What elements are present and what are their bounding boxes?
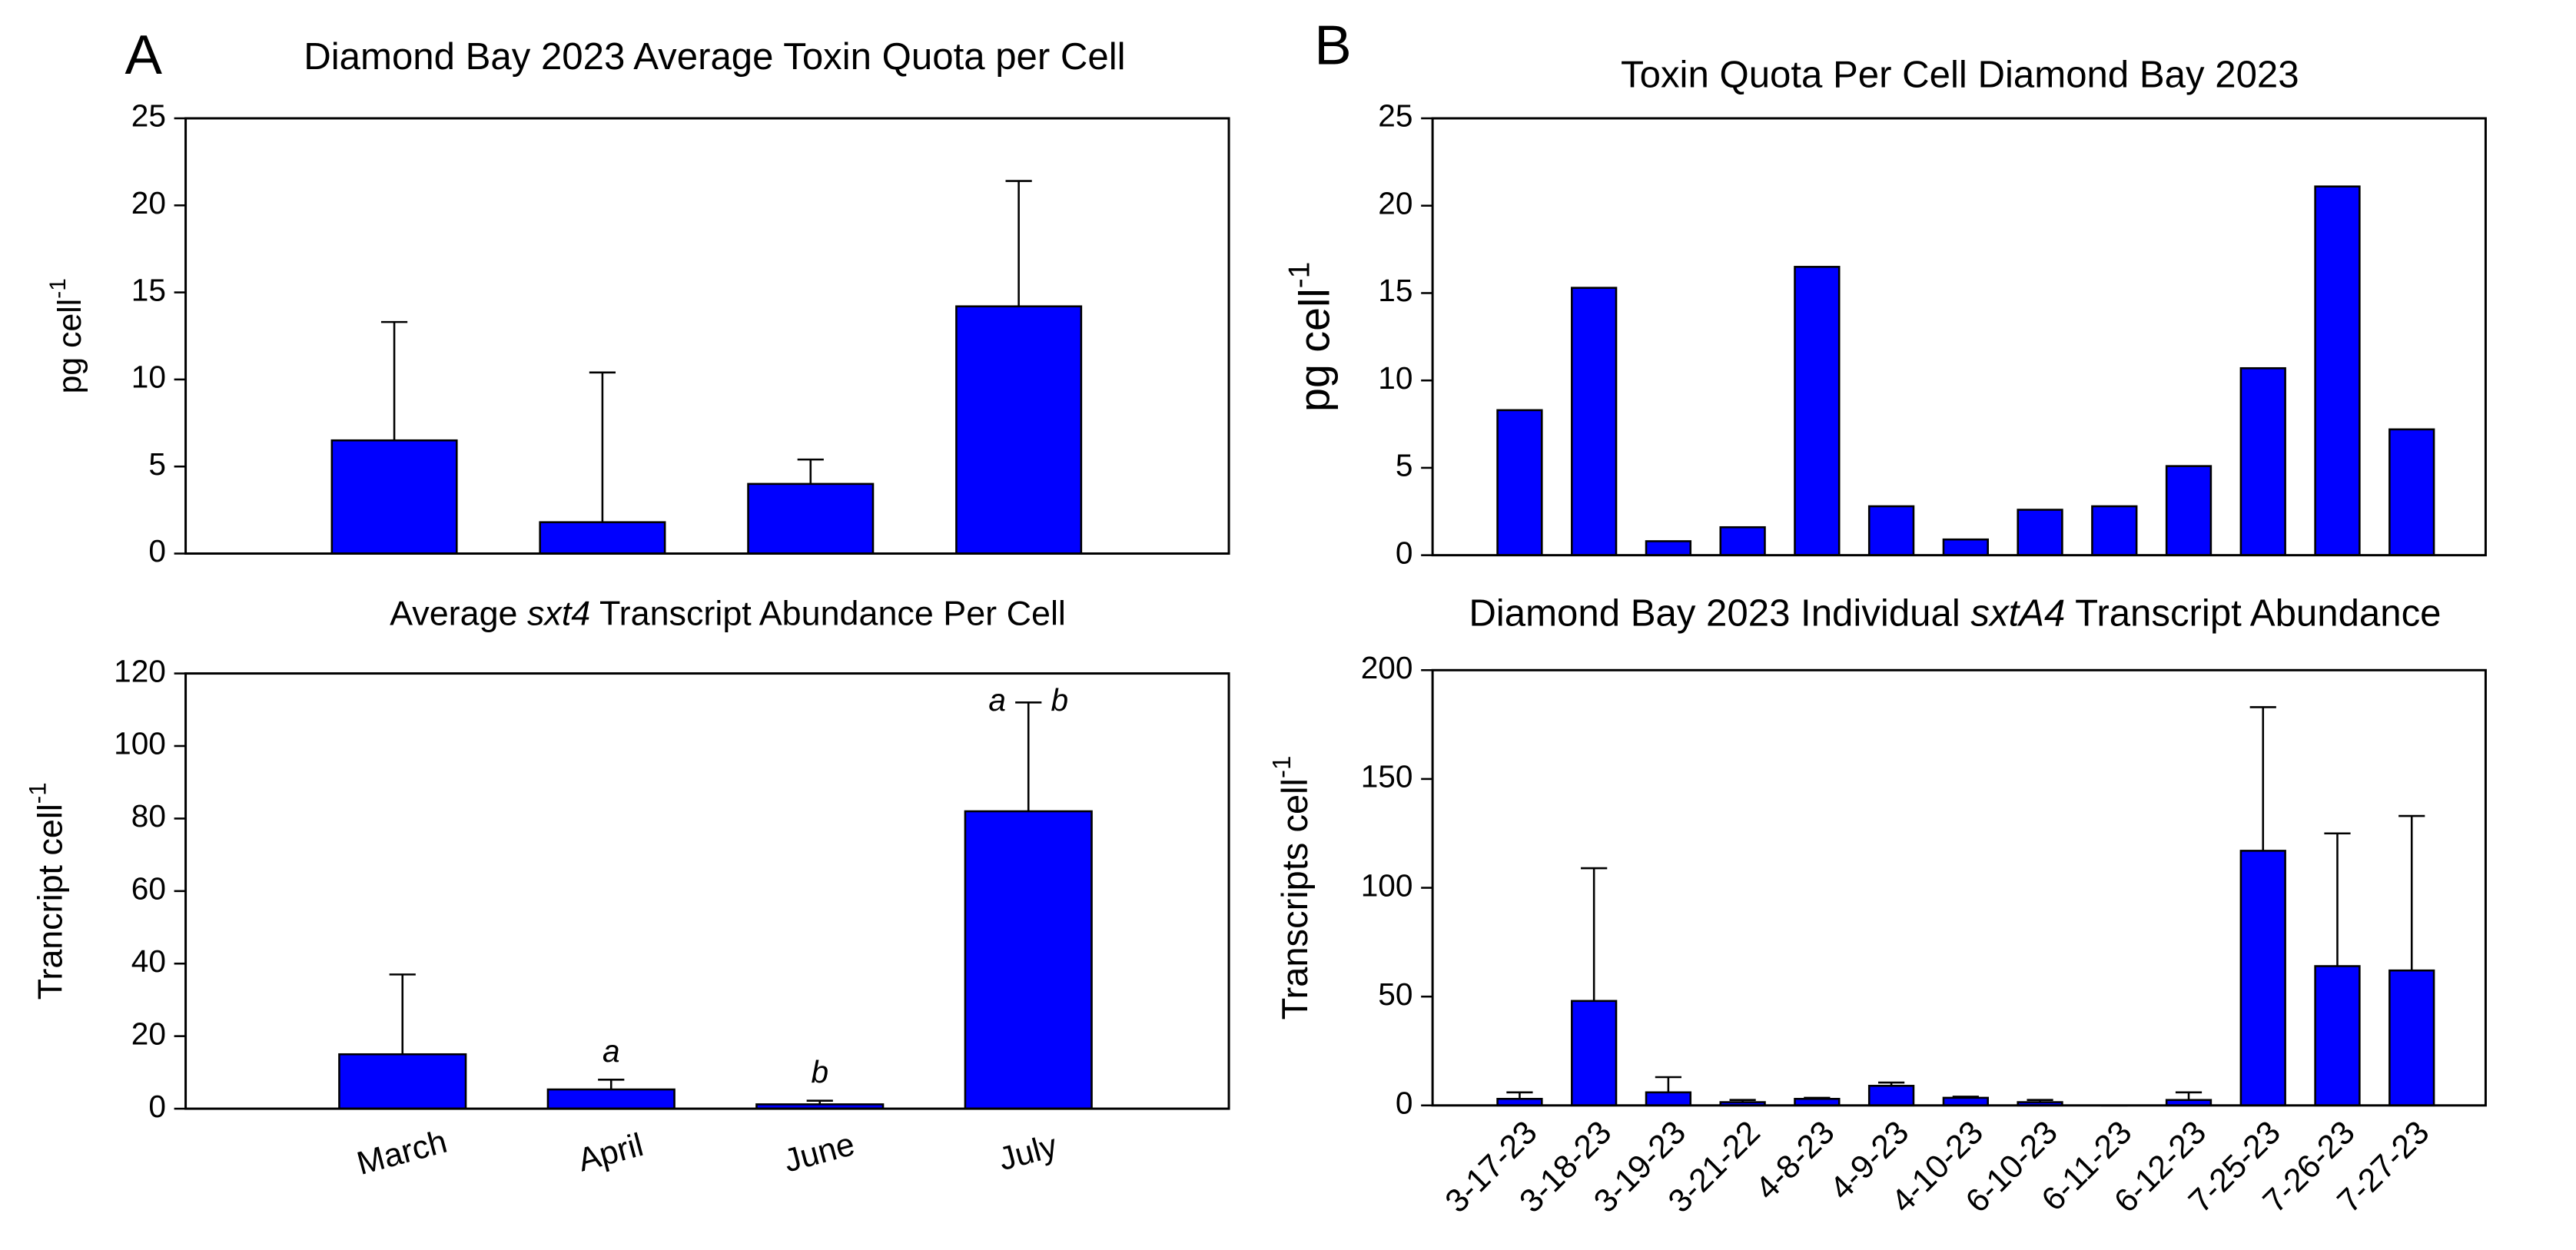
y-axis-label: pg cell-1 (45, 278, 88, 393)
bar (2314, 965, 2361, 1107)
annotation: a (603, 1033, 620, 1069)
text-part: Average (390, 594, 527, 633)
text-part: -1 (1267, 756, 1296, 778)
text-part: Transcript Abundance Per Cell (590, 594, 1066, 633)
text-part: pg cell (51, 299, 88, 394)
plot-frame (184, 117, 1230, 555)
y-tick-label: 0 (1396, 1086, 1413, 1121)
bar (1867, 505, 1915, 556)
y-tick-label: 20 (1378, 185, 1412, 220)
bar (1645, 1091, 1692, 1107)
y-axis-label: Transcripts cell-1 (1267, 756, 1315, 1020)
y-tick-label: 20 (131, 185, 166, 220)
bar (1645, 540, 1692, 556)
panel-letter: A (124, 24, 162, 86)
text-part: -1 (45, 278, 71, 299)
plot-frame (1431, 668, 2487, 1107)
text-part: Diamond Bay 2023 Individual (1469, 592, 1970, 635)
bar (546, 1088, 676, 1110)
bar (539, 521, 666, 555)
x-tick-label: 4-8-23 (1748, 1114, 1841, 1207)
bar (1794, 266, 1841, 556)
x-tick-label: March (353, 1123, 450, 1182)
bar (330, 439, 458, 555)
panel-letter: B (1314, 14, 1351, 76)
text-part: Diamond Bay 2023 Average Toxin Quota per… (304, 35, 1125, 78)
y-axis-label: pg cell-1 (1283, 262, 1338, 412)
y-tick-label: 0 (1396, 535, 1413, 570)
bar (2388, 428, 2435, 556)
bar (1867, 1085, 1915, 1107)
bar (964, 810, 1093, 1110)
y-tick-label: 10 (131, 360, 166, 395)
y-tick-label: 10 (1378, 360, 1412, 396)
y-tick-label: 200 (1361, 650, 1413, 685)
y-tick-label: 15 (131, 272, 166, 307)
text-part: sxt4 (527, 594, 590, 633)
bar (2017, 509, 2063, 556)
plot-frame (1431, 117, 2487, 557)
text-part: -1 (24, 782, 51, 804)
y-tick-label: 120 (114, 653, 166, 688)
text-part: Toxin Quota Per Cell Diamond Bay 2023 (1621, 54, 2299, 96)
y-tick-label: 0 (148, 1089, 166, 1124)
y-tick-label: 50 (1378, 976, 1412, 1012)
x-tick-label: April (574, 1126, 647, 1179)
annotation: b (811, 1054, 828, 1089)
bar (1571, 1000, 1618, 1107)
bar (2239, 366, 2286, 556)
text-part: -1 (1283, 262, 1316, 289)
text-part: Trancript cell (30, 804, 69, 1000)
plot-frame (184, 672, 1230, 1110)
y-tick-label: 5 (148, 446, 166, 482)
text-part: Transcript Abundance (2065, 592, 2441, 635)
bar (1719, 526, 1766, 556)
bar (747, 482, 875, 555)
x-tick-label: July (995, 1127, 1061, 1178)
text-part: pg cell (1290, 288, 1338, 412)
text-part: Transcripts cell (1274, 778, 1315, 1020)
y-axis-label: Trancript cell-1 (24, 782, 69, 1000)
y-tick-label: 25 (1378, 98, 1412, 134)
y-tick-label: 150 (1361, 759, 1413, 794)
y-tick-label: 5 (1396, 448, 1413, 483)
bar (2091, 505, 2138, 556)
annotation: a (988, 682, 1006, 718)
chart-title: Toxin Quota Per Cell Diamond Bay 2023 (1621, 54, 2299, 96)
y-tick-label: 60 (131, 871, 166, 907)
y-tick-label: 40 (131, 943, 166, 979)
y-tick-label: 20 (131, 1016, 166, 1051)
bar (2314, 185, 2361, 556)
y-tick-label: 100 (1361, 867, 1413, 903)
bar (338, 1053, 467, 1110)
bar (2165, 465, 2213, 556)
annotation: b (1051, 682, 1069, 718)
bar (2239, 850, 2286, 1107)
text-part: sxtA4 (1970, 592, 2065, 635)
y-tick-label: 80 (131, 798, 166, 834)
y-tick-label: 25 (131, 98, 166, 134)
chart-title: Average sxt4 Transcript Abundance Per Ce… (390, 594, 1066, 633)
bar (2388, 969, 2435, 1107)
bar (1571, 287, 1618, 556)
y-tick-label: 15 (1378, 273, 1412, 308)
bar (1496, 409, 1543, 556)
y-tick-label: 100 (114, 726, 166, 761)
bar (1942, 538, 1989, 556)
chart-title: Diamond Bay 2023 Average Toxin Quota per… (304, 35, 1125, 78)
bar (955, 305, 1083, 555)
x-tick-label: June (780, 1126, 858, 1179)
chart-title: Diamond Bay 2023 Individual sxtA4 Transc… (1469, 592, 2441, 635)
y-tick-label: 0 (148, 533, 166, 569)
